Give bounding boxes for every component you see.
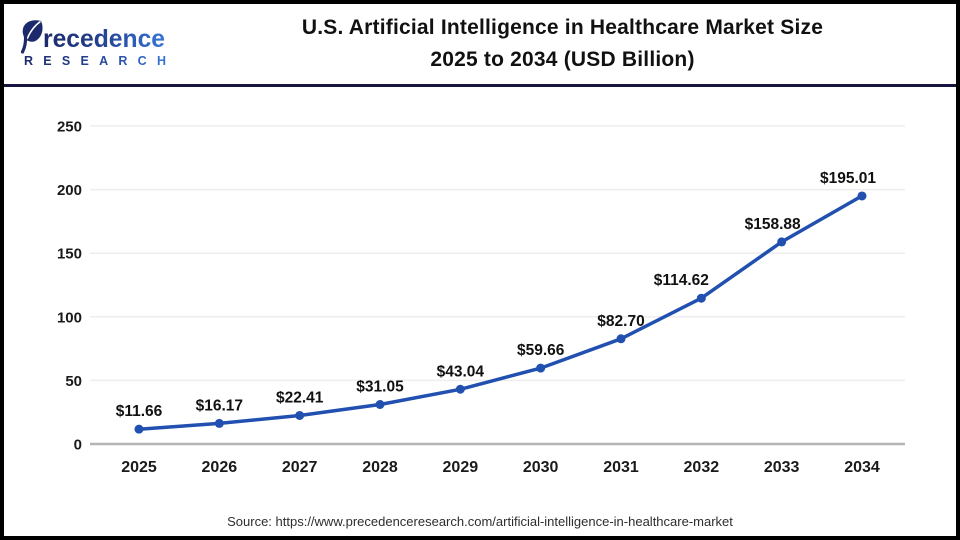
y-tick-label: 100 — [57, 309, 82, 326]
data-point-label: $43.04 — [437, 363, 485, 380]
y-tick-label: 200 — [57, 182, 82, 199]
y-tick-label: 0 — [74, 437, 82, 454]
x-tick-label: 2027 — [282, 459, 318, 476]
chart-area: 0 50 100 150 200 250 2025 2026 2027 2028 2029 2030 2… — [4, 87, 956, 512]
x-tick-label: 2028 — [362, 459, 398, 476]
header-divider — [4, 84, 956, 87]
data-point — [455, 384, 465, 394]
x-tick-label: 2030 — [523, 459, 559, 476]
x-tick-label: 2031 — [603, 459, 639, 476]
data-point — [295, 410, 305, 420]
data-point — [134, 424, 144, 434]
x-tick-label: 2034 — [844, 459, 880, 476]
y-tick-label: 150 — [57, 246, 82, 263]
data-point-label: $31.05 — [356, 379, 404, 396]
source-attribution: Source: https://www.precedenceresearch.c… — [227, 514, 733, 529]
data-point-label: $16.17 — [196, 397, 243, 414]
logo-graphic: recedence RESEARCH — [20, 20, 166, 68]
data-point-label: $195.01 — [820, 170, 876, 187]
data-point-label: $82.70 — [597, 313, 644, 330]
x-tick-label: 2032 — [684, 459, 720, 476]
data-point-label: $158.88 — [745, 216, 801, 233]
header: recedence RESEARCH U.S. Artificial Intel… — [4, 4, 956, 84]
data-point-label: $11.66 — [116, 403, 163, 420]
x-tick-label: 2026 — [202, 459, 238, 476]
data-point — [616, 334, 626, 344]
x-tick-label: 2025 — [121, 459, 157, 476]
y-tick-label: 50 — [65, 373, 82, 390]
data-point-label: $114.62 — [654, 272, 709, 289]
logo-brand-text: recedence — [43, 25, 165, 53]
x-tick-label: 2029 — [443, 459, 479, 476]
data-point — [696, 293, 706, 303]
data-point — [536, 363, 546, 373]
data-point — [214, 418, 224, 428]
precedence-research-logo: recedence RESEARCH — [4, 15, 179, 73]
chart-title-line1: U.S. Artificial Intelligence in Healthca… — [301, 16, 824, 39]
line-chart: 0 50 100 150 200 250 2025 2026 2027 2028 2029 2030 2… — [57, 119, 905, 476]
logo-sub-text: RESEARCH — [24, 54, 166, 68]
y-tick-label: 250 — [57, 119, 82, 136]
data-point-label: $22.41 — [276, 389, 324, 406]
series-line — [137, 194, 864, 431]
x-tick-label: 2033 — [764, 459, 800, 476]
leaf-icon — [20, 20, 43, 54]
data-point — [857, 191, 867, 201]
data-point — [375, 400, 385, 410]
chart-title: U.S. Artificial Intelligence in Healthca… — [179, 12, 956, 76]
data-point — [777, 237, 787, 247]
chart-title-line2: 2025 to 2034 (USD Billion) — [430, 48, 695, 71]
data-point-label: $59.66 — [517, 342, 565, 359]
